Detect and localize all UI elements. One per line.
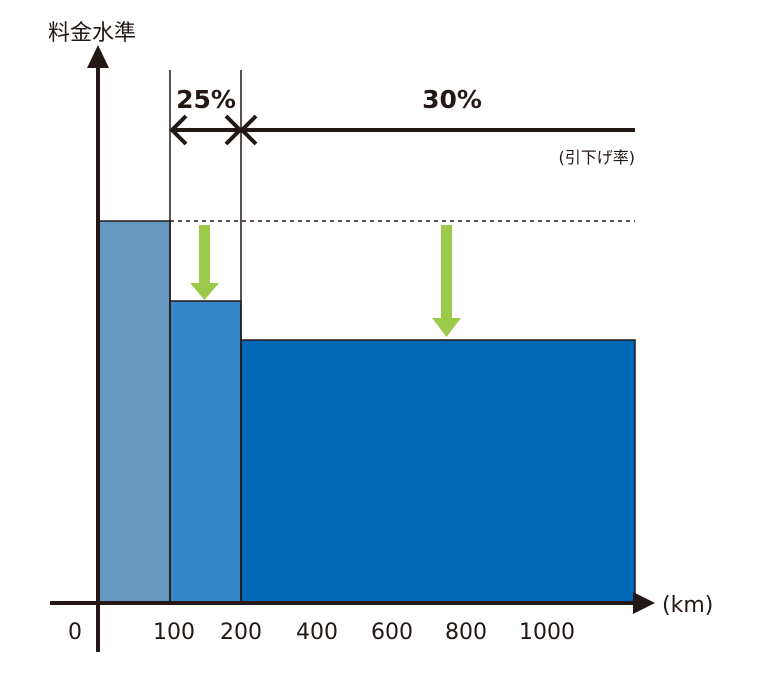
x-tick: 400	[296, 620, 338, 645]
range-arrow	[169, 114, 635, 146]
rate-note: (引下げ率)	[559, 148, 636, 167]
down-arrow-icon	[432, 225, 461, 337]
discount-label-25: 25%	[176, 85, 236, 114]
y-axis-label: 料金水準	[48, 21, 136, 46]
band-200-plus	[240, 339, 636, 604]
discount-label-30: 30%	[422, 85, 482, 114]
x-tick: 1000	[519, 620, 575, 645]
x-tick: 800	[445, 620, 487, 645]
down-arrow-icon	[190, 225, 219, 300]
x-tick: 200	[220, 620, 262, 645]
x-axis-arrowhead	[633, 592, 655, 614]
x-axis-unit: (km)	[662, 593, 713, 618]
x-tick: 0	[68, 620, 82, 645]
band-100-200	[169, 300, 242, 604]
band-0-100	[97, 220, 171, 604]
x-tick: 600	[371, 620, 413, 645]
x-tick: 100	[153, 620, 195, 645]
y-axis-arrowhead	[87, 45, 109, 68]
